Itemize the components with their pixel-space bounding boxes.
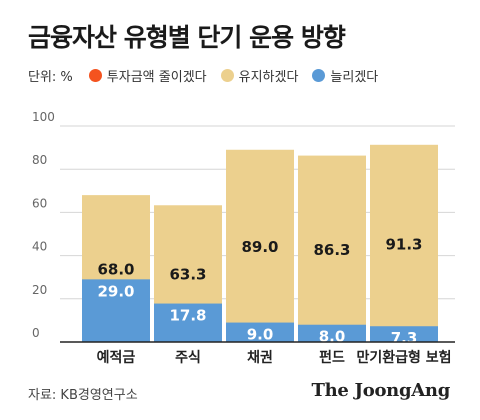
legend-item-maintain: 유지하겠다: [220, 66, 299, 85]
data-label-maintain: 68.0: [97, 261, 134, 279]
x-tick-label: 주식: [175, 350, 201, 366]
bar-segment-increase: [82, 279, 150, 342]
y-tick-label: 0: [32, 326, 40, 340]
bar-segment-increase: [226, 322, 294, 342]
data-label-increase: 17.8: [169, 307, 206, 325]
x-tick-label: 만기환급형 보험: [356, 349, 451, 366]
source-note: 자료: KB경영연구소: [28, 388, 138, 403]
bar-segment-maintain: [370, 144, 438, 342]
y-tick-label: 100: [32, 110, 55, 124]
x-tick-label: 펀드: [319, 350, 345, 366]
legend-item-decrease: 투자금액 줄이겠다: [88, 66, 207, 85]
y-tick-label: 20: [32, 283, 47, 297]
legend: 단위: % 투자금액 줄이겠다 유지하겠다 늘리겠다: [28, 66, 392, 85]
data-label-maintain: 86.3: [313, 241, 350, 259]
data-label-increase: 8.0: [319, 328, 346, 346]
legend-label-decrease: 투자금액 줄이겠다: [106, 70, 207, 85]
x-tick-label: 예적금: [97, 349, 136, 366]
chart-title: 금융자산 유형별 단기 운용 방향: [28, 23, 346, 52]
legend-swatch-maintain: [220, 69, 234, 82]
bar-segment-increase: [154, 303, 222, 342]
legend-item-increase: 늘리겠다: [312, 66, 378, 85]
data-label-maintain: 91.3: [385, 235, 422, 253]
unit-label: 단위: %: [28, 70, 73, 85]
y-tick-label: 60: [32, 196, 47, 210]
legend-label-maintain: 유지하겠다: [238, 70, 299, 85]
data-label-increase: 9.0: [247, 326, 274, 344]
y-tick-label: 40: [32, 240, 47, 254]
legend-label-increase: 늘리겠다: [330, 70, 379, 85]
data-label-maintain: 63.3: [169, 266, 206, 284]
bar-segment-maintain: [226, 149, 294, 342]
legend-swatch-decrease: [88, 69, 102, 82]
brand-logo: The JoongAng: [311, 380, 451, 401]
bar-segment-increase: [298, 324, 366, 342]
y-tick-label: 80: [32, 153, 47, 167]
data-label-increase: 7.3: [391, 329, 418, 347]
bar-segment-maintain: [298, 155, 366, 342]
data-label-increase: 29.0: [97, 282, 134, 300]
data-label-maintain: 89.0: [241, 238, 278, 256]
x-tick-label: 채권: [247, 350, 273, 366]
bar-segment-increase: [370, 326, 438, 342]
legend-swatch-increase: [312, 69, 326, 82]
